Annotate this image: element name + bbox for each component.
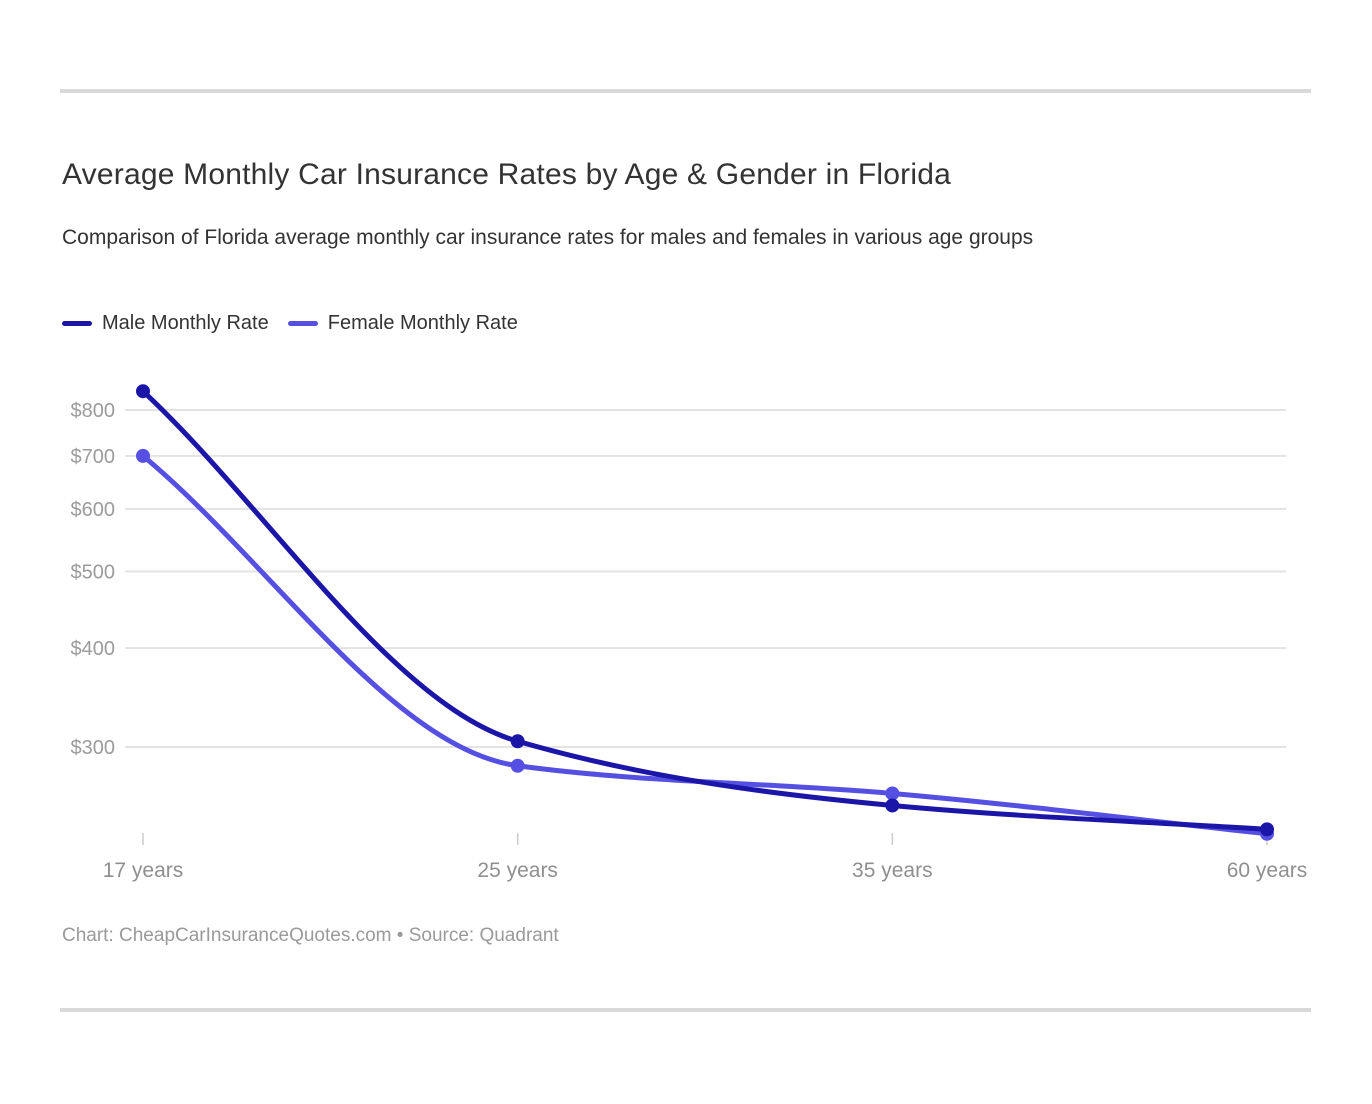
legend-label-male: Male Monthly Rate bbox=[102, 312, 269, 334]
data-point-female bbox=[885, 786, 900, 801]
legend-label-female: Female Monthly Rate bbox=[327, 312, 518, 334]
data-point-male bbox=[136, 384, 150, 399]
data-point-female bbox=[510, 758, 525, 773]
data-point-male bbox=[510, 734, 525, 749]
y-tick-label: $300 bbox=[71, 737, 116, 759]
y-tick-label: $400 bbox=[71, 638, 116, 660]
data-point-female bbox=[136, 448, 150, 463]
y-tick-label: $500 bbox=[71, 561, 116, 583]
legend-item-female: Female Monthly Rate bbox=[287, 312, 518, 335]
y-tick-label: $800 bbox=[71, 400, 116, 422]
chart-subtitle: Comparison of Florida average monthly ca… bbox=[62, 226, 1034, 249]
y-tick-label: $700 bbox=[71, 446, 116, 468]
y-tick-label: $600 bbox=[71, 499, 116, 521]
x-tick-label: 17 years bbox=[103, 859, 184, 882]
chart-title: Average Monthly Car Insurance Rates by A… bbox=[62, 158, 951, 191]
male-line-swatch-icon bbox=[62, 321, 92, 326]
x-tick-label: 60 years bbox=[1227, 859, 1308, 882]
data-point-male bbox=[1260, 822, 1274, 837]
female-line-swatch-icon bbox=[287, 321, 318, 326]
chart-footer: Chart: CheapCarInsuranceQuotes.com • Sou… bbox=[62, 925, 559, 946]
legend-item-male: Male Monthly Rate bbox=[62, 312, 269, 335]
x-tick-label: 35 years bbox=[852, 859, 933, 882]
top-divider bbox=[60, 89, 1311, 93]
series-line-male bbox=[140, 388, 1270, 832]
series-line-female bbox=[140, 453, 1270, 837]
data-point-male bbox=[885, 798, 900, 813]
bottom-divider bbox=[60, 1008, 1311, 1012]
x-tick-label: 25 years bbox=[477, 859, 558, 882]
legend: Male Monthly Rate Female Monthly Rate bbox=[62, 312, 518, 335]
